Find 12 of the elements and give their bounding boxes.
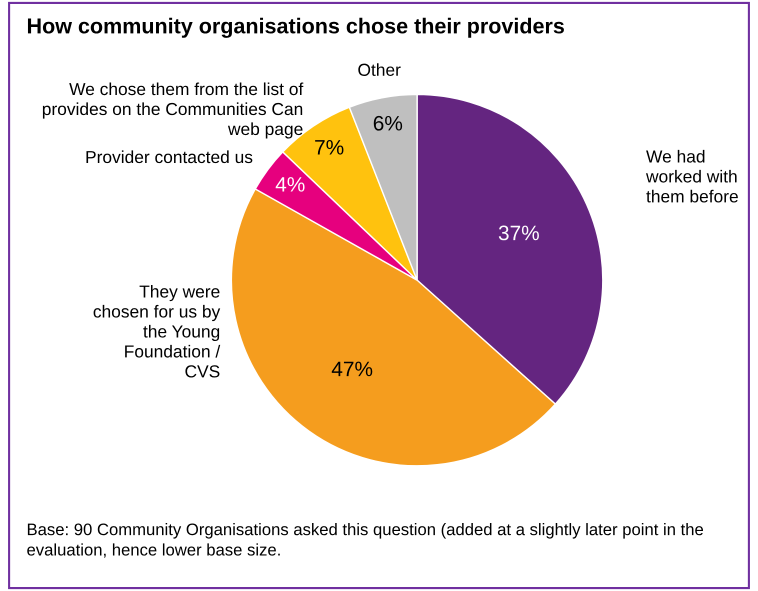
slice-label: We had worked with them before: [646, 150, 738, 203]
slice-label: Provider contacted us: [86, 150, 252, 164]
data-label: 6%: [374, 116, 402, 131]
data-label: 4%: [276, 177, 305, 192]
slice-label: We chose them from the list of provides on the Communities Can web page: [42, 82, 304, 139]
chart-title: How community organisations chose their providers: [28, 18, 564, 38]
data-label: 7%: [315, 140, 344, 155]
slice-label: Other: [358, 63, 401, 76]
data-label: 47%: [332, 362, 372, 376]
text: Base: 90 Community Organisations asked this question (added at a slightly later point in the evaluation, hence lower base size.: [27, 523, 704, 558]
data-label: 37%: [498, 226, 539, 240]
slice-label: They were chosen for us by the Young Foundation / CVS: [94, 284, 220, 378]
